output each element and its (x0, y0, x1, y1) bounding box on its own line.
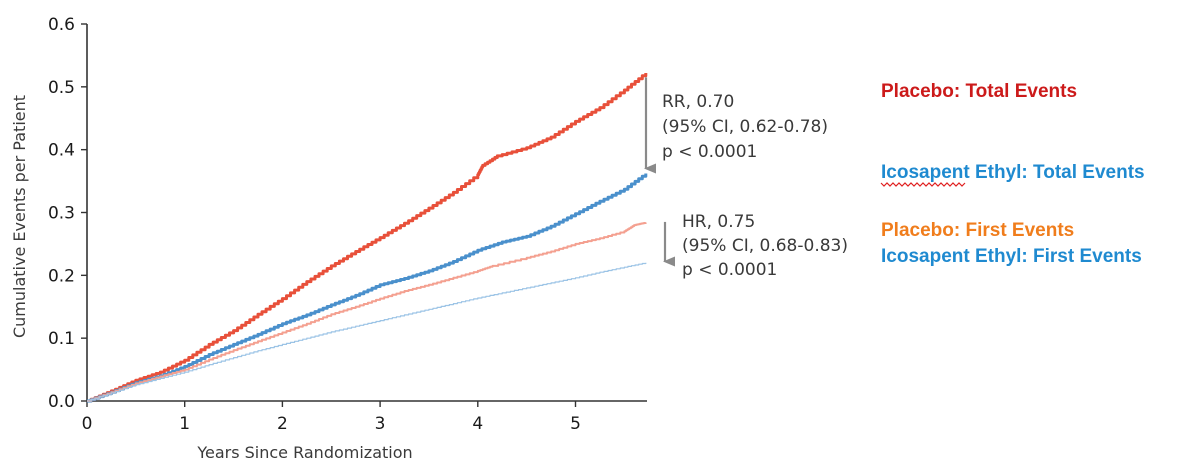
legend-entry-placebo-first: Placebo: First Events (881, 220, 1074, 241)
hr-annotation-line-2: (95% CI, 0.68-0.83) (682, 236, 848, 256)
rr-annotation: RR, 0.70 (95% CI, 0.62-0.78) p < 0.0001 (644, 77, 828, 174)
y-tick-label: 0.2 (48, 266, 75, 286)
hr-annotation-line-1: HR, 0.75 (682, 212, 755, 232)
series-line-icosapent-ethyl-total-events (87, 173, 648, 403)
legend-entry-placebo-total: Placebo: Total Events (881, 81, 1077, 102)
x-tick-label: 3 (375, 414, 386, 434)
rr-annotation-line-2: (95% CI, 0.62-0.78) (662, 117, 828, 137)
spellcheck-underline (880, 182, 966, 187)
x-tick-label: 1 (179, 414, 190, 434)
y-tick-label: 0.1 (48, 329, 75, 349)
x-axis-ticks: 0 1 2 3 4 5 (82, 401, 581, 434)
hr-annotation-line-3: p < 0.0001 (682, 260, 777, 280)
x-tick-label: 0 (82, 414, 93, 434)
legend-entry-icosapent-first: Icosapent Ethyl: First Events (881, 246, 1142, 267)
annotations: RR, 0.70 (95% CI, 0.62-0.78) p < 0.0001 … (644, 77, 848, 280)
x-tick-label: 2 (277, 414, 288, 434)
y-tick-label: 0.4 (48, 141, 75, 161)
series-line-placebo-first-events (87, 222, 647, 402)
series-line-placebo-total-events (87, 73, 648, 403)
legend: Placebo: Total Events Icosapent Ethyl: T… (880, 81, 1145, 267)
series-lines (87, 73, 648, 403)
hr-annotation: HR, 0.75 (95% CI, 0.68-0.83) p < 0.0001 (663, 212, 848, 280)
x-tick-label: 4 (472, 414, 483, 434)
y-axis-ticks: 0.0 0.1 0.2 0.3 0.4 0.5 0.6 (48, 15, 87, 412)
y-tick-label: 0.0 (48, 392, 75, 412)
x-tick-label: 5 (570, 414, 581, 434)
series-line-icosapent-ethyl-first-events (87, 262, 647, 402)
plot-area: 0.0 0.1 0.2 0.3 0.4 0.5 0.6 0 1 2 3 4 5 (48, 15, 648, 434)
legend-entry-icosapent-total: Icosapent Ethyl: Total Events (881, 162, 1145, 183)
y-axis-title: Cumulative Events per Patient (10, 95, 29, 338)
rr-annotation-line-1: RR, 0.70 (662, 92, 734, 112)
x-axis-title: Years Since Randomization (196, 443, 412, 462)
rr-annotation-line-3: p < 0.0001 (662, 142, 757, 162)
y-tick-label: 0.6 (48, 15, 75, 35)
y-tick-label: 0.3 (48, 204, 75, 224)
y-tick-label: 0.5 (48, 78, 75, 98)
